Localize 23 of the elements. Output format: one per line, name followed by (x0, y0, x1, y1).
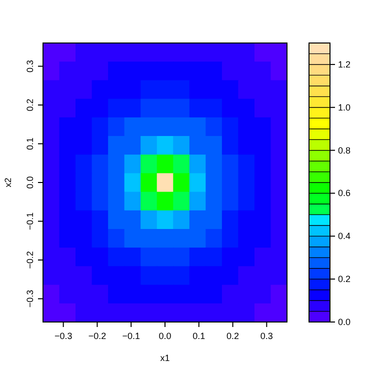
x-tick-label: 0.1 (192, 331, 206, 341)
color-bar-label: 0.8 (338, 145, 351, 156)
y-axis-title: x2 (3, 178, 13, 188)
color-bar-label: 0.0 (338, 317, 351, 327)
color-bar-label: 0.4 (338, 231, 351, 242)
x-tick-label: −0.3 (54, 331, 72, 341)
y-tick-label: 0.0 (25, 176, 35, 189)
x-tick-label: −0.1 (122, 331, 140, 341)
y-tick-label: 0.2 (25, 98, 35, 112)
x-tick-label: 0.3 (260, 331, 273, 341)
y-tick-label: −0.2 (25, 251, 35, 269)
x-axis-title: x1 (160, 353, 170, 363)
y-tick-label: 0.3 (25, 60, 35, 73)
x-tick-label: 0.2 (226, 331, 240, 341)
color-bar-label: 1.2 (338, 59, 351, 70)
color-bar-label: 0.2 (338, 274, 351, 284)
color-bar-label: 0.6 (338, 188, 351, 198)
x-tick-label: 0.0 (158, 331, 172, 341)
y-tick-label: 0.1 (25, 137, 35, 150)
color-bar-label: 1.0 (338, 102, 351, 112)
y-tick-label: −0.3 (25, 290, 35, 308)
y-tick-label: −0.1 (25, 212, 35, 230)
x-tick-label: −0.2 (88, 331, 106, 341)
